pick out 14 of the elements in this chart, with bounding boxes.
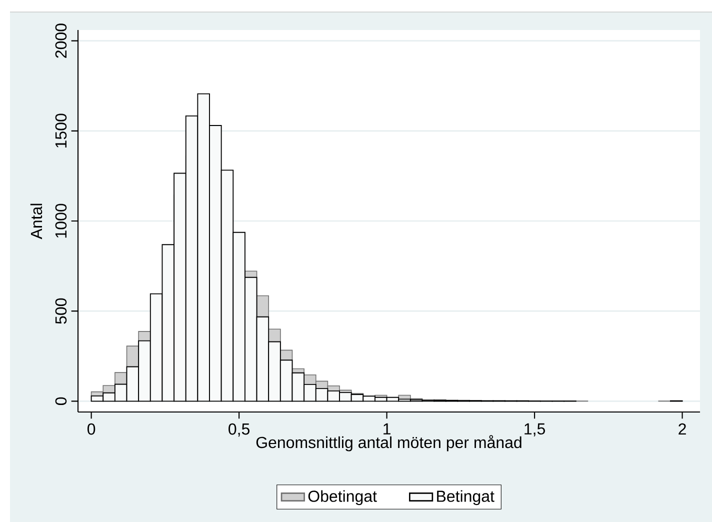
y-tick-label: 2000 xyxy=(55,24,67,58)
x-tick-label: 1,5 xyxy=(524,423,545,436)
y-tick-label: 1000 xyxy=(55,204,67,238)
y-tick-label: 1500 xyxy=(55,114,67,148)
x-tick-label: 1 xyxy=(384,423,390,434)
x-tick-label: 2 xyxy=(678,423,686,435)
legend-label: Betingat xyxy=(437,490,494,506)
y-axis-title: Antal xyxy=(30,204,42,240)
y-tick-label: 0 xyxy=(55,397,67,406)
x-tick-label: 0 xyxy=(87,423,96,435)
x-tick-label: 0,5 xyxy=(228,423,250,437)
x-axis-title: Genomsnittlig antal möten per månad xyxy=(256,435,522,452)
legend-label: Obetingat xyxy=(308,490,377,506)
y-tick-label: 500 xyxy=(55,298,67,324)
